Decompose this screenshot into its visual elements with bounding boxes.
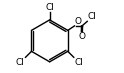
Text: Cl: Cl <box>75 58 83 67</box>
Text: Cl: Cl <box>45 3 54 12</box>
Text: O: O <box>75 17 82 26</box>
Text: Cl: Cl <box>88 12 96 21</box>
Text: O: O <box>78 32 86 41</box>
Text: Cl: Cl <box>16 58 25 67</box>
